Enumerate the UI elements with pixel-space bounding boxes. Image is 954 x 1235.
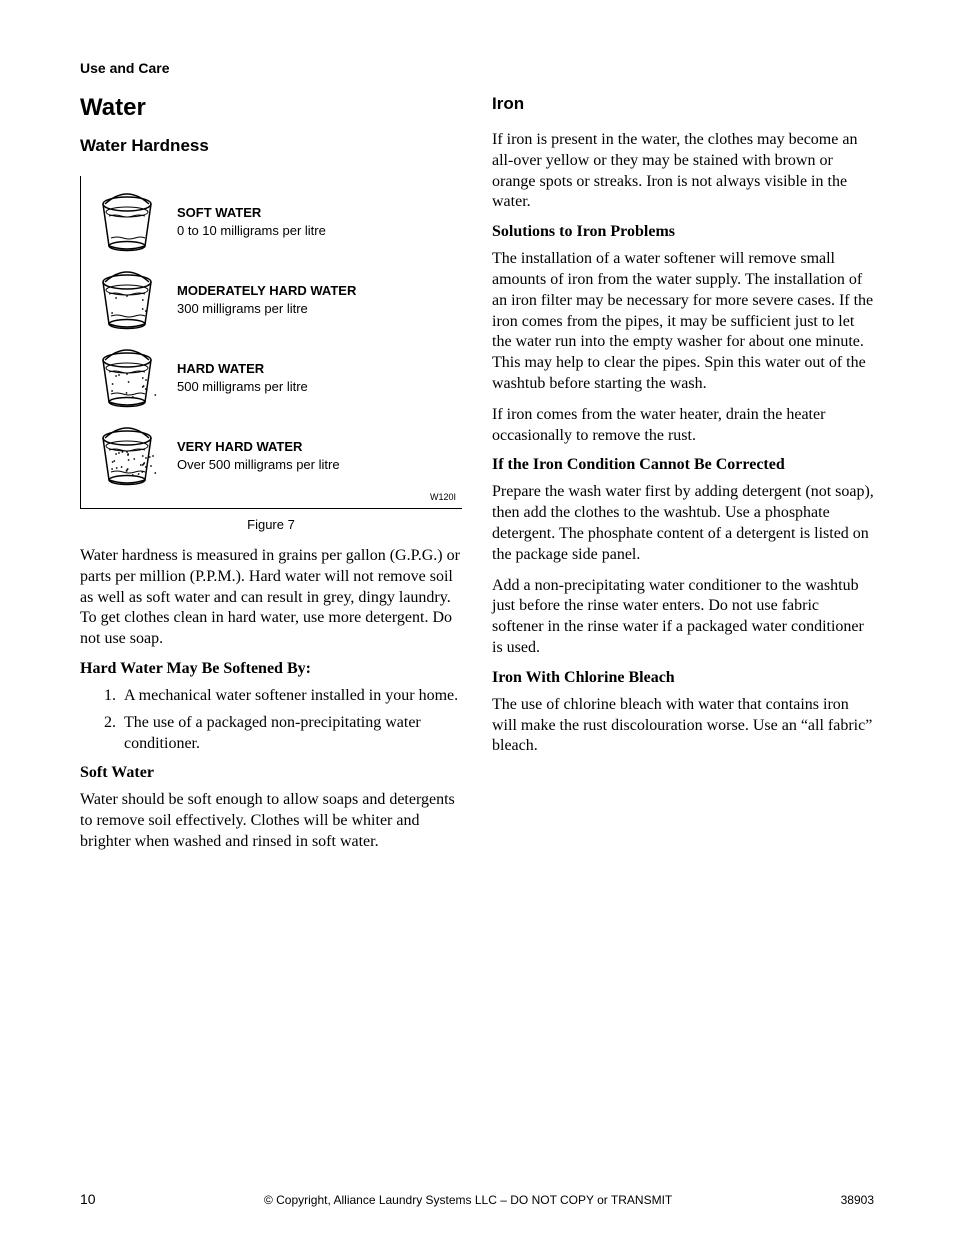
figure-7-box: SOFT WATER 0 to 10 milligrams per litre … [80,176,462,509]
page-section-header: Use and Care [80,60,874,76]
iron-para2: The installation of a water softener wil… [492,249,874,395]
heading-solutions: Solutions to Iron Problems [492,223,874,241]
hardness-desc: 300 milligrams per litre [177,300,356,318]
soften-list: A mechanical water softener installed in… [120,686,462,754]
heading-soften-by: Hard Water May Be Softened By: [80,660,462,678]
heading-iron: Iron [492,94,874,114]
hardness-desc: 0 to 10 milligrams per litre [177,222,326,240]
left-column: Water Water Hardness SOFT WATER 0 to 10 … [80,94,462,863]
iron-para3: If iron comes from the water heater, dra… [492,405,874,447]
list-item: A mechanical water softener installed in… [120,686,462,707]
iron-para4: Prepare the wash water first by adding d… [492,482,874,565]
hardness-desc: 500 milligrams per litre [177,378,308,396]
hardness-row: VERY HARD WATER Over 500 milligrams per … [95,424,456,488]
doc-number: 38903 [841,1193,874,1207]
list-item: The use of a packaged non-precipitating … [120,713,462,755]
page-number: 10 [80,1191,96,1207]
content-columns: Water Water Hardness SOFT WATER 0 to 10 … [80,94,874,863]
bucket-icon [95,346,159,410]
hardness-text: SOFT WATER 0 to 10 milligrams per litre [177,204,326,239]
page-footer: 10 © Copyright, Alliance Laundry Systems… [80,1191,874,1207]
heading-cannot-correct: If the Iron Condition Cannot Be Correcte… [492,456,874,474]
hardness-title: MODERATELY HARD WATER [177,282,356,300]
hardness-desc: Over 500 milligrams per litre [177,456,340,474]
hardness-row: HARD WATER 500 milligrams per litre [95,346,456,410]
soft-water-para: Water should be soft enough to allow soa… [80,790,462,852]
hardness-title: VERY HARD WATER [177,438,340,456]
hardness-text: MODERATELY HARD WATER 300 milligrams per… [177,282,356,317]
heading-soft-water: Soft Water [80,764,462,782]
heading-water-hardness: Water Hardness [80,136,462,156]
heading-water: Water [80,94,462,122]
hardness-text: VERY HARD WATER Over 500 milligrams per … [177,438,340,473]
figure-caption: Figure 7 [80,517,462,532]
hardness-title: HARD WATER [177,360,308,378]
bucket-icon [95,190,159,254]
figure-code: W120I [95,492,456,502]
hardness-row: MODERATELY HARD WATER 300 milligrams per… [95,268,456,332]
bucket-icon [95,424,159,488]
iron-para5: Add a non-precipitating water conditione… [492,576,874,659]
water-hardness-para: Water hardness is measured in grains per… [80,546,462,650]
iron-para1: If iron is present in the water, the clo… [492,130,874,213]
copyright-text: © Copyright, Alliance Laundry Systems LL… [264,1193,672,1207]
iron-para6: The use of chlorine bleach with water th… [492,695,874,757]
heading-bleach: Iron With Chlorine Bleach [492,669,874,687]
hardness-text: HARD WATER 500 milligrams per litre [177,360,308,395]
bucket-icon [95,268,159,332]
hardness-row: SOFT WATER 0 to 10 milligrams per litre [95,190,456,254]
hardness-title: SOFT WATER [177,204,326,222]
right-column: Iron If iron is present in the water, th… [492,94,874,863]
